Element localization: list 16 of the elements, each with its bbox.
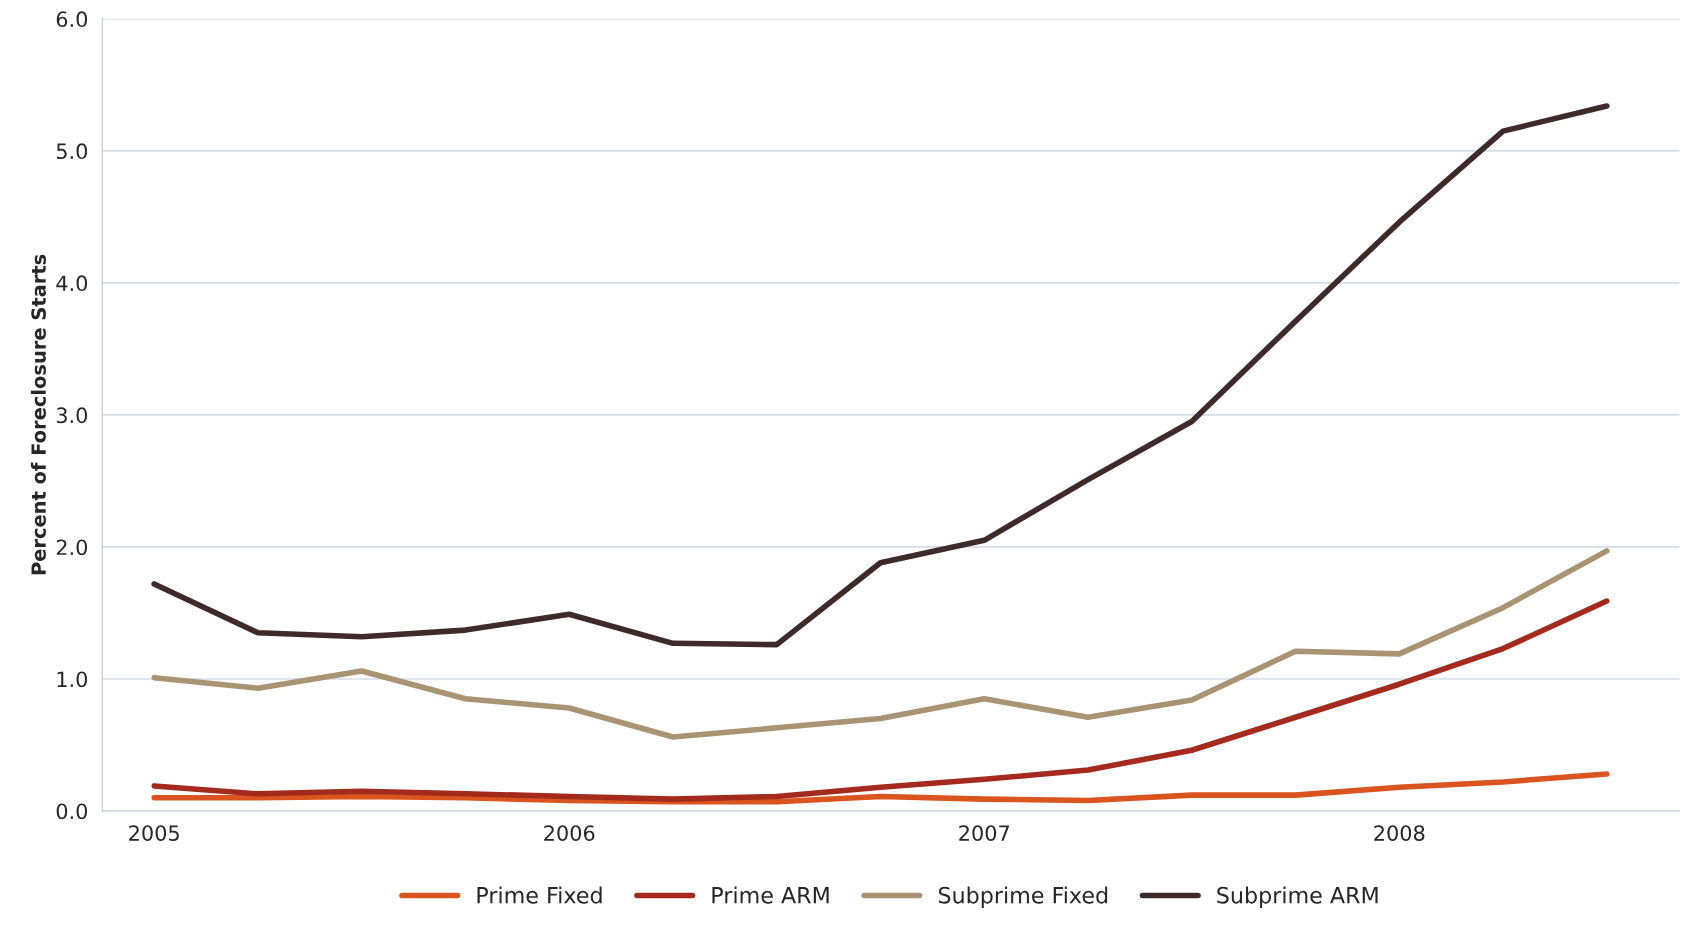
legend-label: Prime Fixed [477,886,602,904]
y-tick-label: 6.0 [56,11,88,28]
y-tick-label: 5.0 [56,143,88,160]
y-tick-label: 1.0 [57,671,88,688]
x-tick-label: 2006 [544,825,595,841]
y-tick-label: 2.0 [56,539,88,556]
y-tick-label: 4.0 [56,275,88,292]
legend-label: Subprime ARM [1217,886,1378,908]
y-axis-title: Percent of Foreclosure Starts [30,254,46,575]
legend-label: Subprime Fixed [938,886,1108,908]
legend-label: Prime ARM [712,886,829,904]
x-tick-label: 2007 [959,825,1009,841]
y-tick-label: 0.0 [56,803,88,820]
x-tick-label: 2008 [1374,825,1425,841]
y-tick-label: 3.0 [56,407,88,424]
x-tick-label: 2005 [129,825,179,841]
